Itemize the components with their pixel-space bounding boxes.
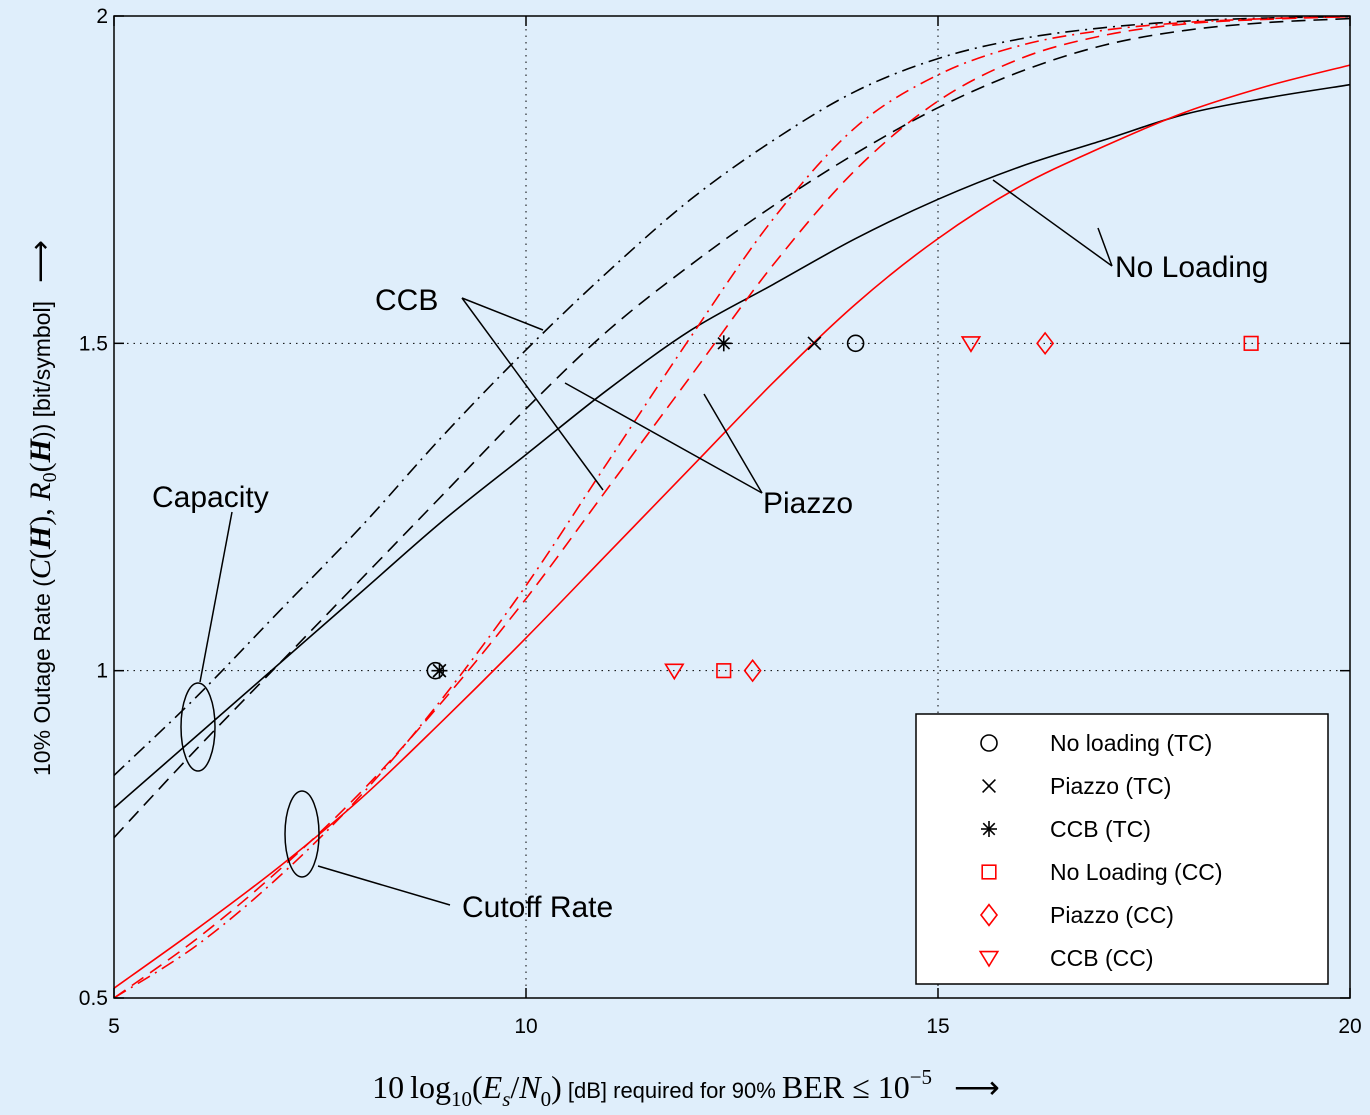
x-axis-label: 10 log10(Es/N0) [dB] required for 90% BER… — [372, 1065, 1000, 1110]
legend-label: Piazzo (TC) — [1050, 773, 1171, 799]
cutoff-rate-leader — [318, 866, 450, 905]
piazzo-leader-2 — [704, 394, 762, 493]
y-tick-label: 0.5 — [79, 987, 108, 1010]
y-tick-label: 1 — [96, 660, 108, 683]
triangle-down-marker — [666, 664, 684, 678]
ccb-annotation: CCB — [375, 284, 438, 317]
asterisk-marker — [716, 335, 732, 351]
piazzo-leader-1 — [565, 383, 762, 493]
ccb-leader-2 — [462, 298, 603, 490]
legend-label: CCB (TC) — [1050, 816, 1151, 842]
piazzo-annotation: Piazzo — [763, 487, 853, 520]
x-tick-label: 5 — [108, 1015, 120, 1038]
series-line-cap-none — [114, 85, 1350, 808]
legend-label: Piazzo (CC) — [1050, 902, 1174, 928]
legend-label: No Loading (CC) — [1050, 859, 1223, 885]
triangle-down-marker — [962, 337, 980, 351]
y-tick-label: 1.5 — [79, 332, 108, 355]
y-axis-label: 10% Outage Rate (C(H), R0(H)) [bit/symbo… — [24, 240, 61, 776]
capacity-leader — [200, 512, 232, 682]
asterisk-marker — [981, 821, 997, 837]
y-tick-label: 2 — [96, 5, 108, 28]
x-tick-label: 10 — [514, 1015, 537, 1038]
legend: No loading (TC) Piazzo (TC) CCB (TC) No Loa… — [916, 714, 1328, 984]
no-loading-annotation: No Loading — [1115, 251, 1268, 284]
capacity-annotation: Capacity — [152, 481, 269, 514]
legend-label: No loading (TC) — [1050, 730, 1212, 756]
series-line-cap-ccb — [114, 17, 1350, 776]
x-tick-label: 15 — [926, 1015, 949, 1038]
legend-label: CCB (CC) — [1050, 945, 1154, 971]
cutoff-rate-ellipse — [285, 791, 319, 877]
no-loading-leader-1 — [993, 180, 1112, 266]
cutoff-rate-annotation: Cutoff Rate — [462, 891, 613, 924]
asterisk-marker — [431, 663, 447, 679]
x-tick-label: 20 — [1338, 1015, 1361, 1038]
